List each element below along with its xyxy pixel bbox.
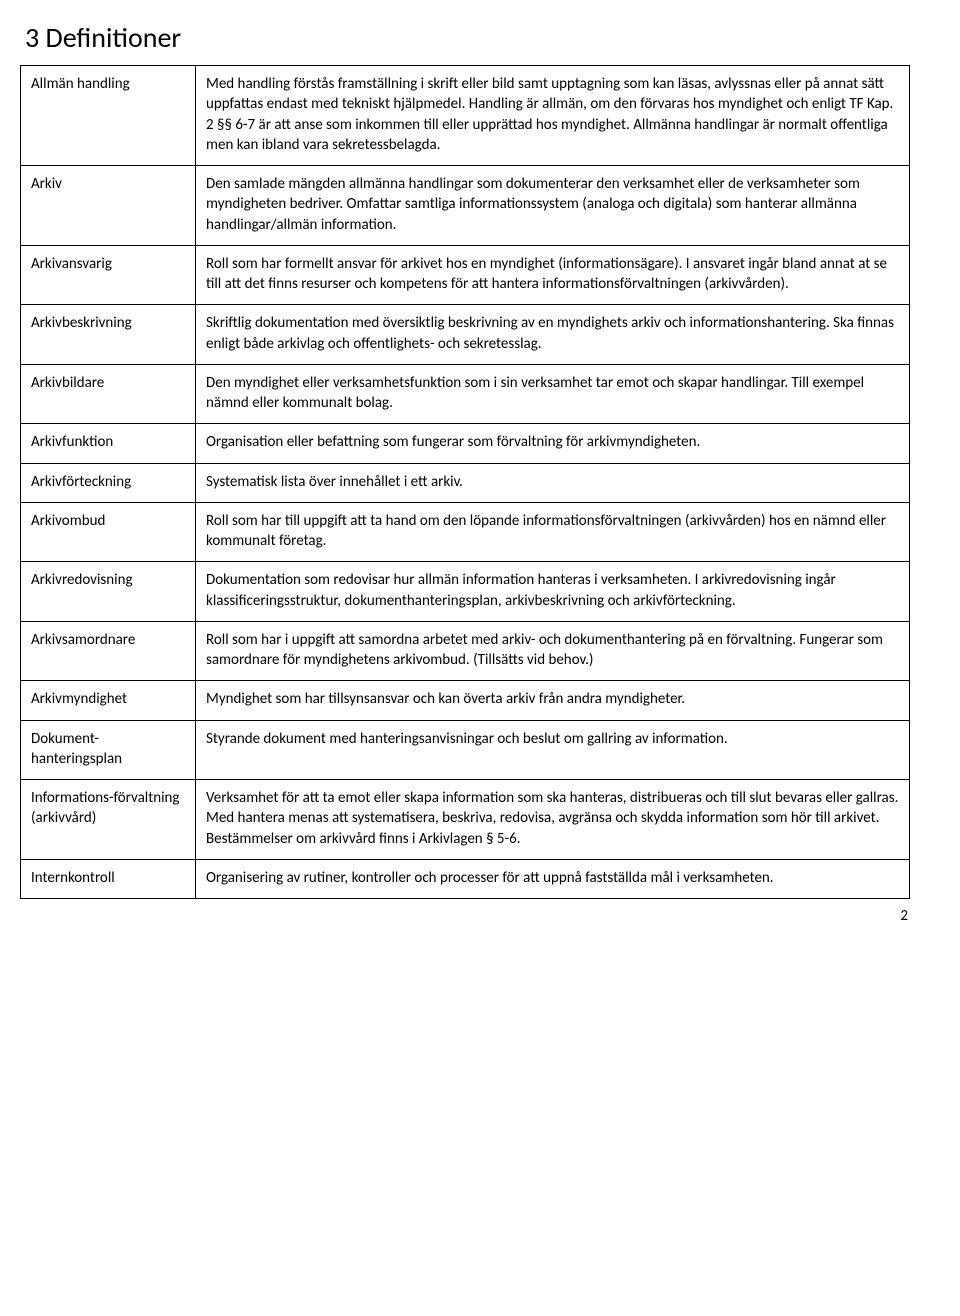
definition-cell: Skriftlig dokumentation med översiktlig …	[196, 305, 910, 365]
table-row: ArkivombudRoll som har till uppgift att …	[21, 502, 910, 562]
table-row: ArkivförteckningSystematisk lista över i…	[21, 463, 910, 502]
definition-cell: Med handling förstås framställning i skr…	[196, 66, 910, 166]
table-row: ArkivansvarigRoll som har formellt ansva…	[21, 245, 910, 305]
definition-cell: Organisation eller befattning som funger…	[196, 424, 910, 463]
table-row: ArkivbeskrivningSkriftlig dokumentation …	[21, 305, 910, 365]
table-row: ArkivmyndighetMyndighet som har tillsyns…	[21, 681, 910, 720]
page-number: 2	[20, 907, 910, 925]
term-cell: Arkiv	[21, 166, 196, 246]
term-cell: Allmän handling	[21, 66, 196, 166]
term-cell: Arkivredovisning	[21, 562, 196, 622]
term-cell: Arkivförteckning	[21, 463, 196, 502]
term-cell: Arkivansvarig	[21, 245, 196, 305]
table-row: Dokument-hanteringsplanStyrande dokument…	[21, 720, 910, 780]
definition-cell: Roll som har i uppgift att samordna arbe…	[196, 621, 910, 681]
term-cell: Arkivmyndighet	[21, 681, 196, 720]
table-row: ArkivfunktionOrganisation eller befattni…	[21, 424, 910, 463]
table-row: InternkontrollOrganisering av rutiner, k…	[21, 859, 910, 898]
definition-cell: Roll som har till uppgift att ta hand om…	[196, 502, 910, 562]
term-cell: Informations-förvaltning (arkivvård)	[21, 780, 196, 860]
definition-cell: Roll som har formellt ansvar för arkivet…	[196, 245, 910, 305]
table-row: Informations-förvaltning (arkivvård)Verk…	[21, 780, 910, 860]
term-cell: Arkivbeskrivning	[21, 305, 196, 365]
definition-cell: Myndighet som har tillsynsansvar och kan…	[196, 681, 910, 720]
definition-cell: Systematisk lista över innehållet i ett …	[196, 463, 910, 502]
definition-cell: Verksamhet för att ta emot eller skapa i…	[196, 780, 910, 860]
definitions-table: Allmän handlingMed handling förstås fram…	[20, 65, 910, 899]
term-cell: Arkivsamordnare	[21, 621, 196, 681]
term-cell: Dokument-hanteringsplan	[21, 720, 196, 780]
table-row: ArkivsamordnareRoll som har i uppgift at…	[21, 621, 910, 681]
table-row: Allmän handlingMed handling förstås fram…	[21, 66, 910, 166]
section-heading: 3 Definitioner	[20, 20, 910, 55]
definition-cell: Styrande dokument med hanteringsanvisnin…	[196, 720, 910, 780]
definition-cell: Organisering av rutiner, kontroller och …	[196, 859, 910, 898]
term-cell: Arkivbildare	[21, 364, 196, 424]
definition-cell: Den myndighet eller verksamhetsfunktion …	[196, 364, 910, 424]
term-cell: Arkivfunktion	[21, 424, 196, 463]
table-row: ArkivredovisningDokumentation som redovi…	[21, 562, 910, 622]
definition-cell: Den samlade mängden allmänna handlingar …	[196, 166, 910, 246]
table-row: ArkivDen samlade mängden allmänna handli…	[21, 166, 910, 246]
definition-cell: Dokumentation som redovisar hur allmän i…	[196, 562, 910, 622]
term-cell: Arkivombud	[21, 502, 196, 562]
table-row: ArkivbildareDen myndighet eller verksamh…	[21, 364, 910, 424]
term-cell: Internkontroll	[21, 859, 196, 898]
